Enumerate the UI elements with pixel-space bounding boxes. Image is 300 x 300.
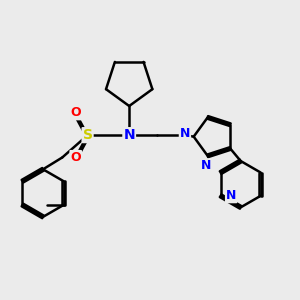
Text: S: S xyxy=(82,128,93,142)
Text: N: N xyxy=(201,159,211,172)
Text: O: O xyxy=(70,151,81,164)
Text: N: N xyxy=(226,189,236,202)
Text: O: O xyxy=(70,106,81,119)
Text: N: N xyxy=(180,127,190,140)
Text: N: N xyxy=(123,128,135,142)
